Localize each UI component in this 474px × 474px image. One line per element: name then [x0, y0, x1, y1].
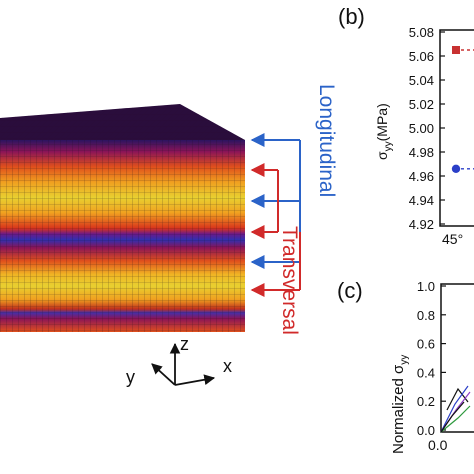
panel-c-ytick-label: 0.2 [417, 394, 435, 409]
panel-b-point [451, 164, 461, 173]
curve-black-2 [440, 401, 465, 433]
panel-c-ylabel: Normalized σyy [390, 355, 410, 454]
curve-green [440, 405, 471, 433]
panel-c: (c) Normalized σyy 1.0 0.8 0.6 0.4 0.2 0.0 0.… [337, 278, 474, 454]
panel-b: (b) σyy(MPa) 5.08 5.06 5.04 5.02 5.00 4.98 4.9… [338, 4, 474, 247]
panel-c-label: (c) [337, 278, 363, 303]
longitudinal-label: Longitudinal [315, 84, 338, 197]
panel-c-yticks: 1.0 0.8 0.6 0.4 0.2 0.0 [417, 279, 446, 438]
transversal-arrows [250, 163, 301, 297]
axis-x-label: x [223, 356, 232, 376]
panel-c-frame [440, 283, 474, 433]
panel-b-point [452, 46, 460, 54]
curve-black [446, 387, 469, 411]
curve-blue [440, 385, 469, 433]
panel-b-ytick-label: 5.02 [409, 97, 434, 112]
panel-b-ytick-label: 5.00 [409, 121, 434, 136]
panel-b-ytick-label: 4.94 [409, 193, 434, 208]
panel-b-frame [439, 29, 474, 227]
lattice-block [0, 104, 245, 332]
axis-triad: z x y [126, 334, 232, 387]
panel-b-ytick-label: 5.08 [409, 25, 434, 40]
transversal-label: Transversal [278, 226, 301, 335]
panel-c-ytick-label: 0.0 [417, 423, 435, 438]
panel-c-xtick: 0.0 [428, 437, 448, 453]
panel-b-label: (b) [338, 4, 365, 29]
panel-b-xtick: 45° [442, 231, 463, 247]
panel-b-yticks: 5.08 5.06 5.04 5.02 5.00 4.98 4.96 4.94 4.92 [409, 25, 445, 232]
panel-b-ytick-label: 4.92 [409, 217, 434, 232]
panel-c-ytick-label: 0.6 [417, 337, 435, 352]
panel-b-ytick-label: 5.06 [409, 49, 434, 64]
panel-b-ylabel: σyy(MPa) [374, 103, 394, 160]
panel-b-ytick-label: 4.96 [409, 169, 434, 184]
panel-c-ytick-label: 0.4 [417, 365, 435, 380]
panel-c-curves [440, 385, 471, 433]
panel-b-ytick-label: 5.04 [409, 73, 434, 88]
axis-y-label: y [126, 367, 135, 387]
panel-b-ytick-label: 4.98 [409, 145, 434, 160]
panel-b-marks [451, 46, 474, 173]
panel-c-ytick-label: 1.0 [417, 279, 435, 294]
panel-c-ytick-label: 0.8 [417, 308, 435, 323]
axis-z-label: z [180, 334, 189, 354]
